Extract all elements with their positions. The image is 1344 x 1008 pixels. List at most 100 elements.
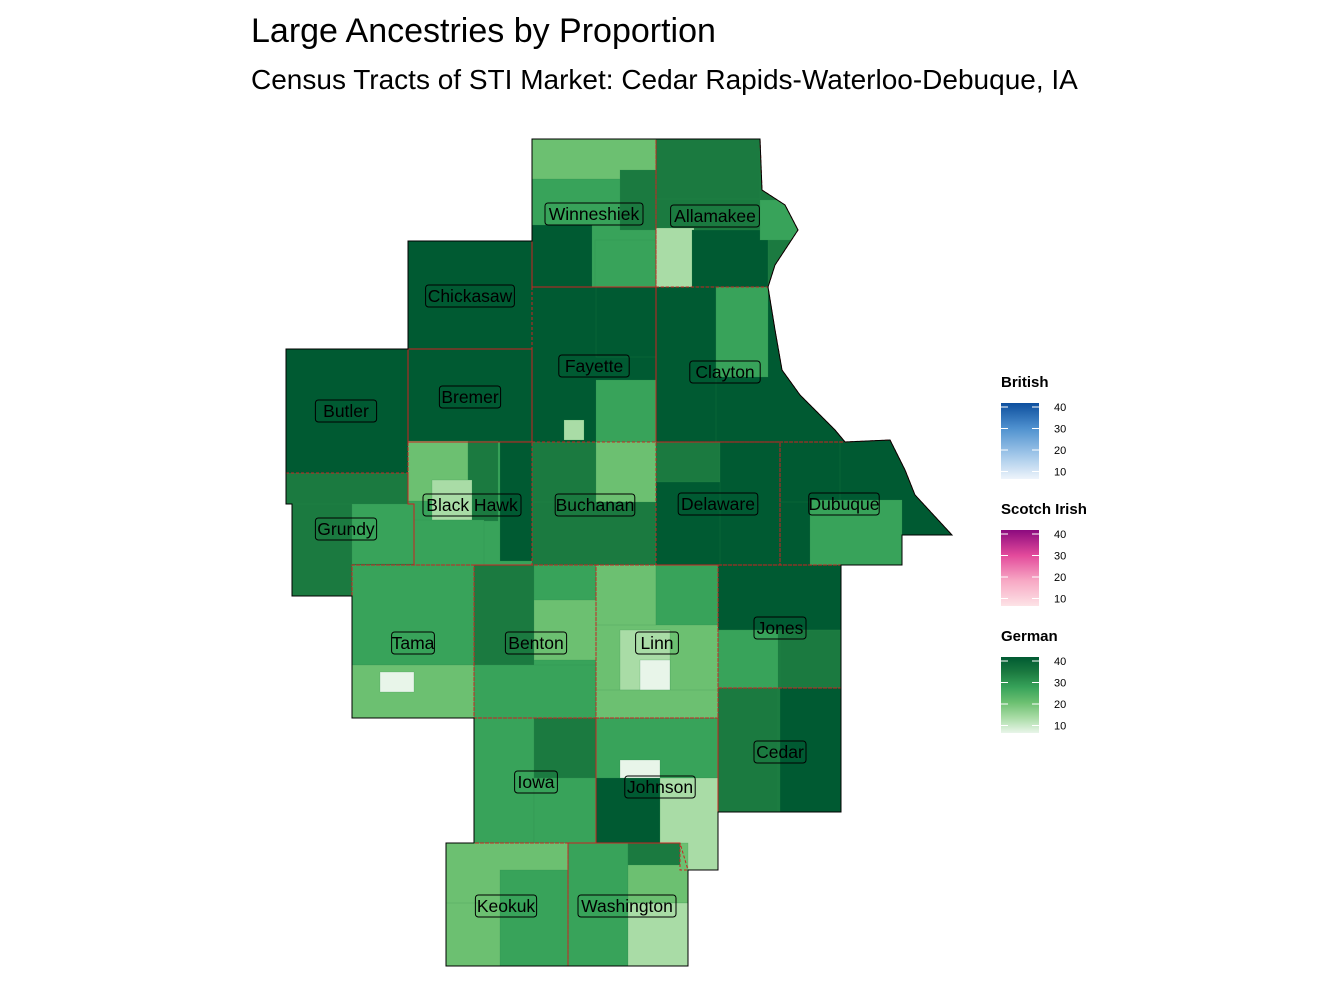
tract-patch [499, 869, 569, 966]
county-label-text: Chickasaw [428, 286, 513, 306]
county-label-benton: Benton [504, 631, 568, 655]
county-label-text: Benton [508, 633, 563, 653]
county-borders [285, 138, 954, 967]
legend-tick-label: 30 [1054, 551, 1066, 563]
county-label-text: Keokuk [477, 896, 536, 916]
tract-patch [691, 229, 769, 288]
legend-tick-label: 40 [1054, 402, 1066, 414]
tract-patch [627, 902, 689, 966]
county-border-fayette [531, 286, 657, 443]
legend-tick-label: 40 [1054, 529, 1066, 541]
county-label-iowa: Iowa [514, 770, 558, 794]
county-label-jones: Jones [753, 616, 807, 640]
county-label-chickasaw: Chickasaw [425, 284, 515, 308]
county-label-box [504, 631, 568, 655]
county-label-text: Fayette [565, 356, 623, 376]
county-label-washington: Washington [577, 894, 677, 918]
county-label-text: Delaware [681, 494, 755, 514]
legend-tick-label: 20 [1054, 445, 1066, 457]
county-label-text: Iowa [518, 772, 555, 792]
county-label-text: Butler [323, 401, 369, 421]
county-label-text: Bremer [441, 387, 499, 407]
county-label-grundy: Grundy [314, 517, 378, 541]
county-label-box [438, 385, 502, 409]
county-label-johnson: Johnson [624, 775, 696, 799]
county-label-delaware: Delaware [677, 492, 759, 516]
tract-patch [639, 659, 671, 691]
legend-tick-label: 40 [1054, 656, 1066, 668]
legend-tick-label: 20 [1054, 699, 1066, 711]
tract-patch [563, 419, 585, 441]
county-label-text: Winneshiek [549, 204, 640, 224]
county-label-box [474, 894, 538, 918]
county-label-box [514, 770, 558, 794]
tract-patch [473, 564, 535, 666]
tract-patch [413, 519, 485, 566]
legend-british: British 40 30 20 10 [1001, 374, 1066, 479]
tract-patch [779, 441, 841, 503]
tract-patch [619, 759, 661, 779]
county-label-box [753, 740, 807, 764]
legend-tick-label: 10 [1054, 721, 1066, 733]
tract-patch [595, 441, 657, 503]
legend-colorbar [1001, 657, 1039, 733]
county-label-box [391, 631, 435, 655]
county-labels: Winneshiek Allamakee Chickasaw Fayette Clayt… [314, 202, 880, 918]
legend-scotch-irish: Scotch Irish 40 30 20 10 [1001, 501, 1087, 606]
county-label-box [808, 492, 880, 516]
county-label-fayette: Fayette [558, 354, 630, 378]
legend-colorbar [1001, 403, 1039, 479]
county-label-box [624, 775, 696, 799]
county-label-text: Washington [581, 896, 673, 916]
legend-colorbar [1001, 530, 1039, 606]
county-label-text: Dubuque [808, 494, 879, 514]
county-label-box [689, 360, 761, 384]
legend-title: Scotch Irish [1001, 501, 1087, 518]
tract-patch [595, 379, 657, 443]
tract-patch [499, 440, 533, 562]
county-label-box [753, 616, 807, 640]
county-label-cedar: Cedar [753, 740, 807, 764]
county-label-dubuque: Dubuque [808, 492, 880, 516]
tract-patch [717, 629, 779, 689]
tract-patch [533, 599, 597, 661]
tract-patch [473, 664, 597, 719]
tract-patch [351, 564, 475, 666]
tract-patch [595, 564, 657, 626]
county-border-washington [567, 842, 689, 967]
tract-patch [594, 239, 657, 288]
county-label-text: Johnson [627, 777, 693, 797]
tract-patch [779, 629, 842, 689]
county-label-text: Jones [757, 618, 804, 638]
county-label-text: Cedar [756, 742, 804, 762]
county-butler [286, 349, 408, 473]
tract-patch [467, 440, 499, 522]
tract-patch [533, 717, 597, 779]
tract-patch [531, 224, 593, 288]
market-outline [285, 138, 954, 967]
tract-patch [431, 479, 473, 521]
tract-patch [595, 286, 657, 358]
tract-patch [531, 441, 597, 503]
tract-patch [595, 689, 719, 719]
county-label-bremer: Bremer [438, 385, 502, 409]
legend-title: German [1001, 628, 1058, 645]
tract-patch [351, 503, 415, 565]
county-label-winneshiek: Winneshiek [544, 202, 644, 226]
county-label-allamakee: Allamakee [670, 204, 760, 228]
legend-tick-label: 10 [1054, 467, 1066, 479]
county-label-linn: Linn [635, 631, 679, 655]
county-label-black-hawk: Black Hawk [422, 493, 522, 517]
county-label-box [558, 354, 630, 378]
map-title: Large Ancestries by Proportion [251, 12, 716, 50]
county-label-box [314, 517, 378, 541]
county-label-text: Grundy [317, 519, 375, 539]
county-label-box [544, 202, 644, 226]
county-label-keokuk: Keokuk [474, 894, 538, 918]
county-label-text: Clayton [695, 362, 754, 382]
tract-patch [595, 777, 661, 844]
tracts-layer [291, 139, 903, 966]
county-chickasaw [408, 241, 532, 349]
